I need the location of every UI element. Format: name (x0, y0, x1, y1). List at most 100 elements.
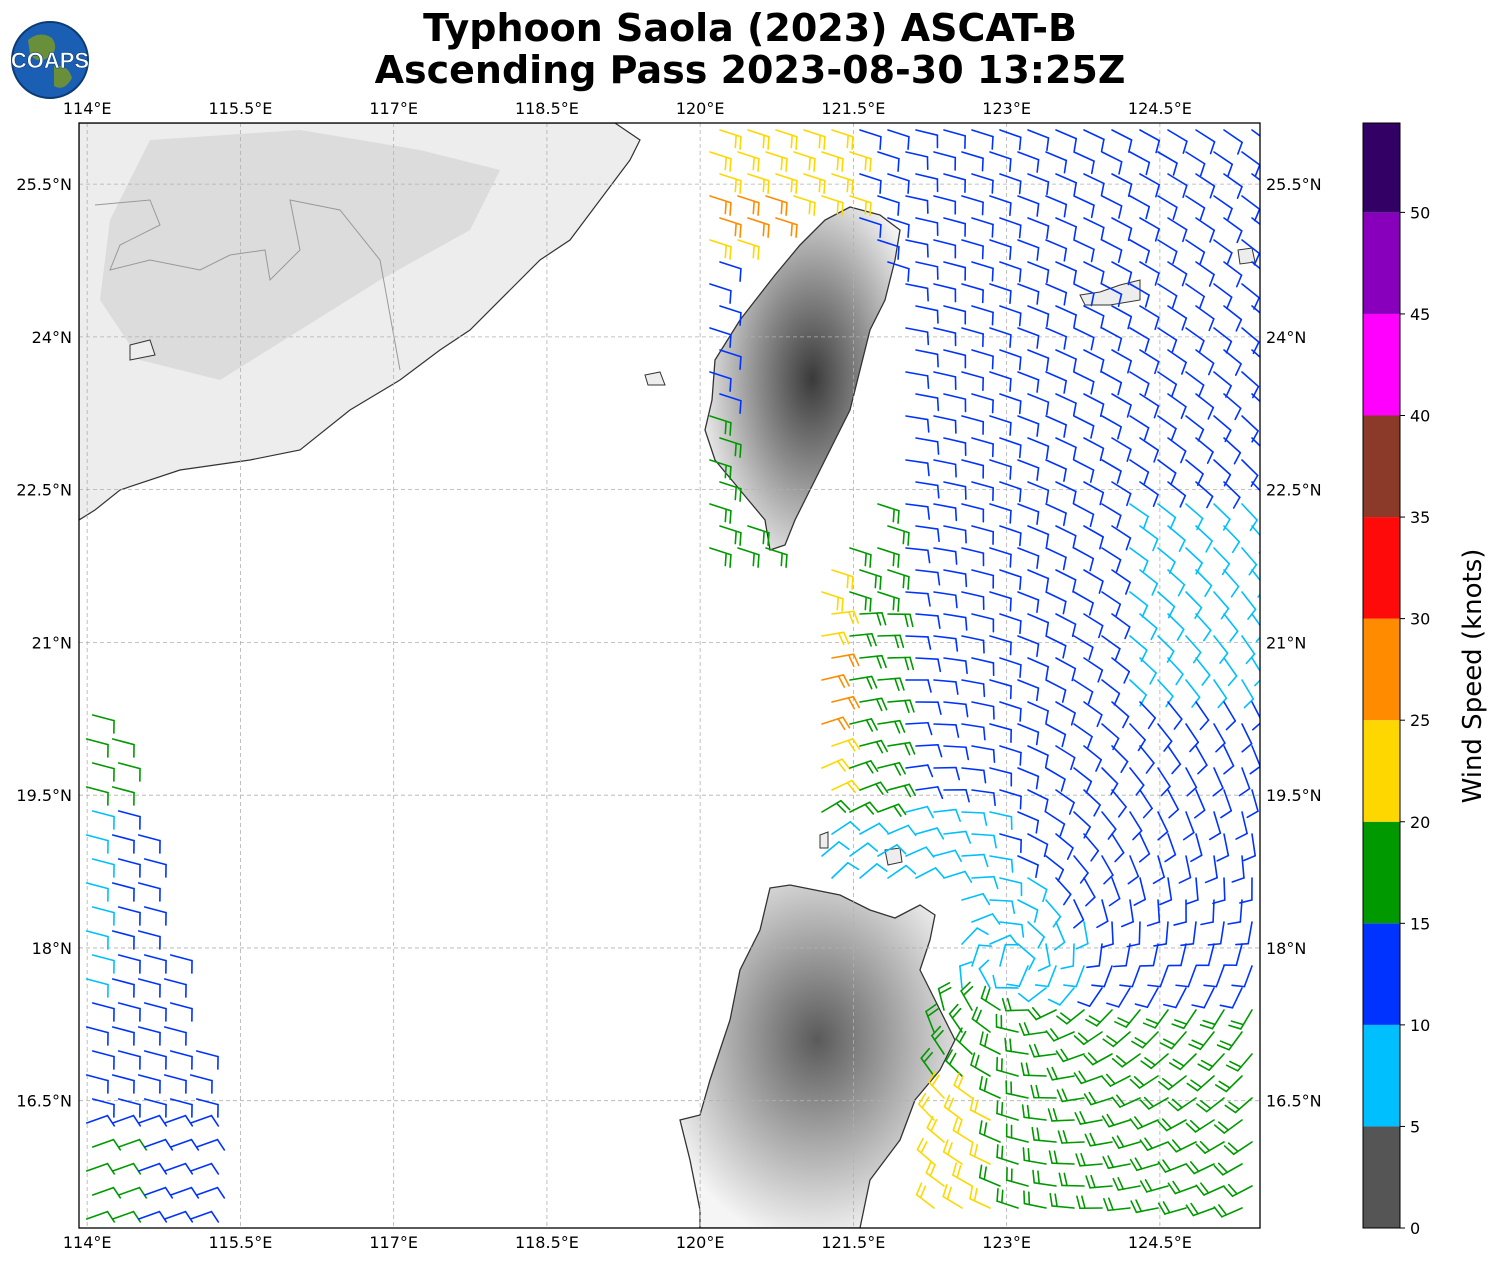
wind-barb (952, 1117, 973, 1143)
wind-barb (1195, 613, 1212, 642)
wind-barb (937, 982, 952, 1011)
wind-barb (999, 701, 1022, 722)
wind-barb (1119, 965, 1141, 988)
wind-barb (1111, 525, 1132, 551)
lon-label-bottom: 124.5°E (1128, 1233, 1192, 1252)
wind-barb (1083, 657, 1104, 683)
wind-barb (1055, 789, 1075, 815)
wind-barb (1167, 305, 1188, 331)
wind-barb (859, 217, 882, 238)
wind-barb (1213, 591, 1230, 620)
lon-label-top: 120°E (676, 99, 725, 118)
wind-barb (143, 906, 167, 926)
wind-barb (737, 239, 760, 260)
wind-barb (877, 844, 907, 857)
wind-barb (933, 151, 957, 171)
wind-barb (1046, 1066, 1075, 1081)
lon-label-bottom: 123°E (982, 1233, 1031, 1252)
wind-barb (887, 864, 917, 879)
wind-barb (1027, 657, 1049, 680)
wind-barb (978, 1164, 1001, 1187)
wind-barb (1129, 1157, 1159, 1172)
wind-barb (737, 547, 760, 568)
wind-barb (117, 762, 141, 782)
wind-barb (1017, 151, 1040, 173)
wind-barb (999, 877, 1023, 897)
wind-barb (859, 739, 888, 754)
wind-barb (916, 1137, 935, 1165)
wind-barb (1102, 1031, 1131, 1048)
wind-barb (859, 781, 889, 796)
wind-barb (1223, 701, 1237, 731)
wind-barb (821, 716, 851, 731)
wind-barb (877, 634, 905, 649)
lon-label-bottom: 121.5°E (821, 1233, 885, 1252)
wind-barb (960, 981, 974, 1011)
wind-barb (933, 766, 961, 781)
lat-label-right: 24°N (1266, 328, 1306, 347)
wind-barb (1180, 921, 1197, 947)
wind-barb (915, 305, 939, 324)
wind-barb (961, 195, 984, 216)
wind-barb (1185, 635, 1202, 664)
wind-barb (1241, 547, 1258, 576)
china-relief (100, 130, 500, 380)
wind-barb (1017, 503, 1040, 525)
wind-barb (996, 1188, 1019, 1209)
wind-barb (1185, 591, 1203, 620)
wind-barb (1212, 767, 1224, 797)
wind-barb (999, 569, 1022, 591)
wind-barb (1157, 679, 1174, 708)
wind-barb (91, 906, 115, 926)
wind-barb (1022, 1147, 1047, 1165)
wind-barb (1251, 657, 1260, 687)
wind-barb (961, 811, 988, 826)
wind-barb (1251, 349, 1260, 359)
wind-barb (943, 173, 967, 193)
wind-barb (943, 349, 967, 369)
colorbar-tick-label: 0 (1410, 1219, 1420, 1238)
wind-barb (849, 547, 872, 568)
wind-barb (137, 1114, 168, 1127)
wind-barb (905, 846, 935, 858)
lon-label-top: 123°E (982, 99, 1031, 118)
wind-barb (1167, 525, 1186, 553)
wind-barb (1073, 811, 1091, 839)
wind-barb (831, 861, 860, 879)
wind-barb (1223, 173, 1243, 200)
wind-barb (1223, 393, 1242, 421)
wind-barb (163, 1026, 187, 1046)
wind-barb (163, 1074, 187, 1094)
wind-barb (971, 1006, 991, 1033)
lon-label-bottom: 120°E (676, 1233, 725, 1252)
wind-barb (91, 714, 115, 734)
wind-barb (1101, 283, 1123, 308)
wind-barb (1017, 811, 1040, 834)
wind-barb (1027, 921, 1045, 949)
wind-barb (1223, 217, 1243, 244)
colorbar-segment (1363, 618, 1400, 721)
wind-barb (91, 954, 115, 974)
wind-barb (1048, 1150, 1075, 1165)
wind-barb (1055, 525, 1077, 549)
wind-barb (933, 503, 958, 522)
wind-barb (1157, 371, 1178, 397)
wind-barb (709, 459, 732, 480)
wind-barb (709, 151, 732, 172)
wind-barb (1241, 195, 1260, 222)
wind-barb (85, 738, 109, 758)
wind-barb (1083, 701, 1103, 728)
lon-label-top: 115.5°E (208, 99, 272, 118)
wind-barb (915, 129, 939, 149)
wind-barb (1186, 1075, 1215, 1092)
wind-barb (1017, 327, 1040, 349)
wind-barb (163, 1162, 194, 1175)
wind-barb (91, 762, 115, 782)
wind-barb (971, 305, 994, 326)
wind-barb (999, 789, 1022, 810)
wind-barb (1185, 877, 1199, 905)
wind-barb (111, 978, 135, 998)
wind-barb (905, 503, 931, 520)
wind-barb (933, 723, 960, 738)
wind-barb (1241, 327, 1260, 355)
